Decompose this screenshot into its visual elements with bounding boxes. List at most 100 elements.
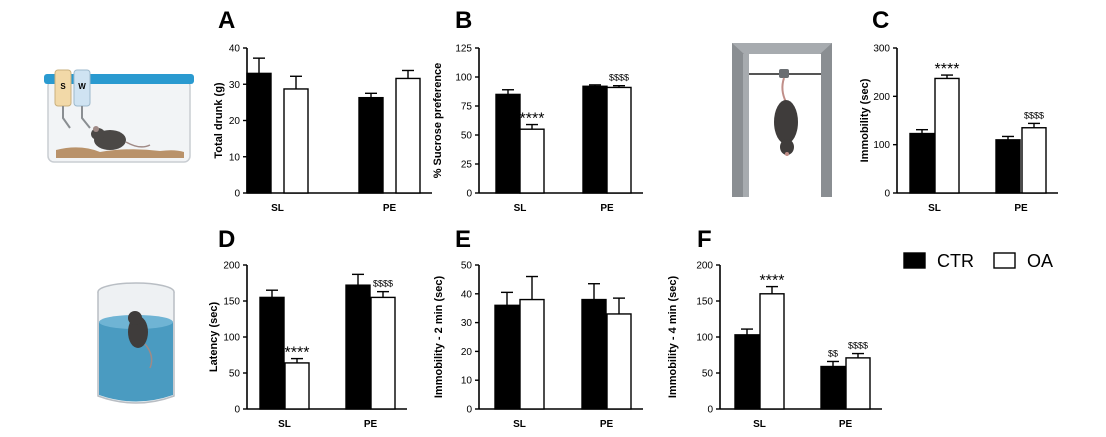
panel-f: F 0 50 100 150 200 Immobility - 4 min (sec) SL P… <box>667 226 882 430</box>
significance-marker: **** <box>760 273 785 290</box>
x-tick-label: PE <box>600 203 614 214</box>
bar-ctr-pe <box>995 139 1021 194</box>
y-axis-label: Immobility - 4 min (sec) <box>667 276 679 399</box>
y-axis-label: Total drunk (g) <box>213 82 225 159</box>
y-axis-label: Immobility - 2 min (sec) <box>433 276 445 399</box>
x-tick-label: SL <box>514 203 527 214</box>
y-tick-label: 10 <box>461 376 473 387</box>
y-tick-label: 100 <box>223 333 240 344</box>
x-tick-label: SL <box>513 419 526 430</box>
y-tick-label: 200 <box>696 261 713 272</box>
bar-ctr-sl <box>734 334 760 410</box>
panel-letter-b: B <box>455 7 472 34</box>
y-tick-label: 100 <box>873 140 890 151</box>
x-tick-label: PE <box>1014 203 1028 214</box>
tail-suspension-illustration <box>732 43 832 197</box>
bar-ctr-sl <box>246 72 272 194</box>
y-tick-label: 100 <box>455 73 472 84</box>
panel-letter-e: E <box>455 226 471 253</box>
y-tick-label: 0 <box>234 189 240 200</box>
y-tick-label: 150 <box>223 297 240 308</box>
y-tick-label: 0 <box>466 189 472 200</box>
bar-ctr-sl <box>909 132 935 194</box>
y-tick-label: 100 <box>696 333 713 344</box>
bar-ctr-pe <box>345 284 371 410</box>
panel-e: E 0 10 20 30 40 50 Immobility - 2 min (sec) SL PE <box>433 226 643 430</box>
y-tick-label: 150 <box>696 297 713 308</box>
bar-oa-sl <box>284 362 310 410</box>
y-tick-label: 30 <box>461 318 473 329</box>
panel-letter-f: F <box>697 226 712 253</box>
x-tick-label: SL <box>928 203 941 214</box>
panel-b: B 0 25 50 75 100 125 % Sucrose preference SL PE **… <box>432 7 643 214</box>
bar-oa-pe <box>1021 127 1047 194</box>
significance-marker: $$ <box>828 348 838 358</box>
bottle-w-label: W <box>78 82 86 91</box>
y-tick-label: 40 <box>229 44 241 55</box>
bar-ctr-pe <box>820 365 846 410</box>
y-axis-label: Latency (sec) <box>208 302 220 373</box>
legend-label-oa: OA <box>1027 251 1053 271</box>
y-tick-label: 200 <box>873 92 890 103</box>
legend-swatch-oa <box>993 252 1016 269</box>
bar-ctr-pe <box>582 85 608 194</box>
bar-ctr-sl <box>259 296 285 410</box>
forced-swim-illustration <box>97 282 175 404</box>
bar-ctr-pe <box>581 298 607 410</box>
panel-letter-a: A <box>218 7 235 34</box>
bar-oa-sl <box>519 128 545 194</box>
y-tick-label: 50 <box>702 369 714 380</box>
y-axis-label: Immobility (sec) <box>859 78 871 162</box>
legend-label-ctr: CTR <box>937 251 974 271</box>
bottle-s-label: S <box>60 82 66 91</box>
bar-oa-sl <box>519 298 545 410</box>
x-tick-label: PE <box>600 419 614 430</box>
bar-ctr-sl <box>494 304 520 410</box>
x-tick-label: SL <box>753 419 766 430</box>
significance-marker: $$$$ <box>373 279 393 289</box>
panel-c: C 0 100 200 300 Immobility (sec) SL PE **** $$$$ <box>859 7 1058 214</box>
chart-panels: A 0 10 20 30 40 Total drunk (g) SL PE B 0 25 50 75 100… <box>208 7 1058 430</box>
x-tick-label: PE <box>383 203 397 214</box>
x-tick-label: PE <box>364 419 378 430</box>
sucrose-test-illustration: S W <box>44 69 194 163</box>
y-axis-label: % Sucrose preference <box>432 63 444 179</box>
y-tick-label: 200 <box>223 261 240 272</box>
significance-marker: $$$$ <box>848 341 868 351</box>
bar-oa-pe <box>606 313 632 410</box>
y-tick-label: 40 <box>461 289 473 300</box>
y-tick-label: 0 <box>884 189 890 200</box>
significance-marker: $$$$ <box>1024 110 1044 120</box>
y-tick-label: 0 <box>466 405 472 416</box>
significance-marker: **** <box>935 61 960 78</box>
significance-marker: **** <box>285 345 310 362</box>
bar-oa-sl <box>759 293 785 410</box>
y-tick-label: 25 <box>461 160 473 171</box>
y-tick-label: 0 <box>234 405 240 416</box>
y-tick-label: 300 <box>873 44 890 55</box>
x-tick-label: SL <box>271 203 284 214</box>
y-tick-label: 30 <box>229 80 241 91</box>
bar-ctr-pe <box>358 96 384 194</box>
bar-oa-pe <box>606 86 632 194</box>
panel-d: D 0 50 100 150 200 Latency (sec) SL PE **** $$$$ <box>208 226 407 430</box>
y-tick-label: 50 <box>461 131 473 142</box>
significance-marker: **** <box>520 111 545 128</box>
bar-oa-sl <box>283 88 309 194</box>
bar-oa-sl <box>934 77 960 194</box>
panel-a: A 0 10 20 30 40 Total drunk (g) SL PE <box>213 7 432 214</box>
y-tick-label: 50 <box>229 369 241 380</box>
y-tick-label: 0 <box>707 405 713 416</box>
significance-marker: $$$$ <box>609 73 629 83</box>
bar-oa-pe <box>370 296 396 410</box>
y-tick-label: 125 <box>455 44 472 55</box>
y-tick-label: 75 <box>461 102 473 113</box>
x-tick-label: PE <box>839 419 853 430</box>
panel-letter-d: D <box>218 226 235 253</box>
x-tick-label: SL <box>278 419 291 430</box>
y-tick-label: 20 <box>229 116 241 127</box>
y-tick-label: 20 <box>461 347 473 358</box>
bar-oa-pe <box>845 357 871 410</box>
panel-letter-c: C <box>872 7 889 34</box>
